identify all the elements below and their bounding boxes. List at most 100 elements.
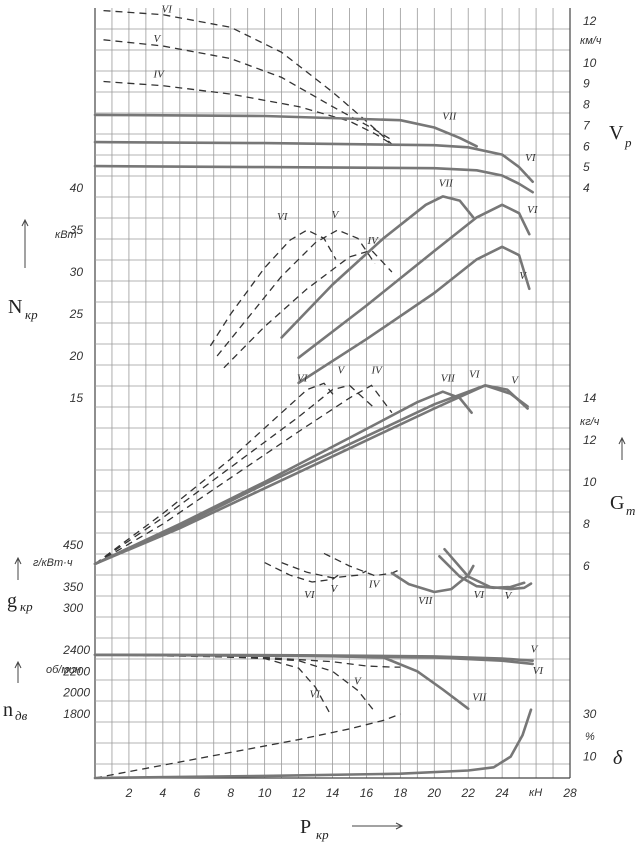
power-axis-title: N (8, 296, 22, 318)
slip-unit: % (585, 731, 595, 743)
tick-labels: 2 4 6 8 10 12 14 16 18 20 22 24 28403530252015450350… (62, 14, 596, 800)
power-tick-label: 40 (70, 181, 84, 195)
fuel_rate-tick-label: 8 (583, 517, 590, 531)
gear-label-vi: VI (310, 688, 322, 700)
slip-title: δ (613, 747, 623, 769)
gear-label-vii: VII (439, 177, 454, 189)
gear-label-vi: VI (304, 589, 316, 601)
fuel-rate-unit: кг/ч (580, 416, 600, 428)
gear-label-iv: IV (367, 235, 380, 247)
gear-label-vii: VII (418, 595, 433, 607)
fuel-rate-title: G (610, 492, 624, 514)
velocity-unit: км/ч (580, 35, 602, 47)
velocity-v-solid-line (93, 164, 534, 194)
x-tick-label: 20 (427, 786, 442, 800)
x-tick-label: 2 (125, 786, 133, 800)
fuel_rate-vi-dashed-line (94, 382, 337, 565)
specific-fuel-title: g (7, 590, 17, 612)
x-tick-label: 28 (562, 786, 577, 800)
power-vi-dashed-line (209, 229, 337, 347)
gear-label-vi: VI (525, 152, 537, 164)
power-tick-label: 20 (69, 349, 84, 363)
gear-label-v: V (331, 583, 339, 595)
fuel_rate-tick-label: 12 (583, 433, 597, 447)
engine_speed-iv-dashed-line (94, 654, 401, 668)
fuel_rate-v-solid-line (93, 384, 529, 566)
power-v-dashed-line (216, 229, 376, 357)
gear-label-iv: IV (152, 69, 165, 81)
x-tick-label: 24 (494, 786, 509, 800)
specific_fuel-v-solid-line (443, 547, 533, 591)
specific_fuel-vii-solid-line (390, 564, 475, 594)
power-unit: кВт (55, 229, 77, 241)
fuel-rate-arrowhead (618, 436, 626, 445)
engine-speed-unit: об/мин (46, 664, 81, 676)
gear-label-v: V (354, 676, 362, 688)
x-tick-label: 12 (292, 786, 306, 800)
velocity-tick-label: 9 (583, 77, 590, 91)
x-tick-label: 10 (258, 786, 272, 800)
x-tick-label: 16 (360, 786, 374, 800)
gear-label-vi: VI (297, 373, 309, 385)
engine_speed-tick-label: 1800 (63, 707, 90, 721)
fuel_rate-v-dashed-line (94, 384, 376, 565)
engine_speed-tick-label: 2400 (62, 643, 90, 657)
specific_fuel-vi-solid-line (438, 555, 526, 590)
engine-speed-arrowhead (14, 660, 22, 669)
gear-label-v: V (337, 364, 345, 376)
fuel-rate-title-sub: т (626, 503, 635, 518)
x-axis-unit: кН (529, 787, 542, 799)
power-tick-label: 35 (70, 223, 84, 237)
fuel_rate-iv-dashed-line (94, 384, 393, 565)
gear-label-vii: VII (442, 110, 457, 122)
specific_fuel-vi-dashed-line (264, 562, 342, 583)
specific_fuel-tick-label: 300 (63, 601, 83, 615)
gear-label-v: V (531, 644, 539, 656)
velocity-tick-label: 10 (583, 56, 597, 70)
gear-label-iv: IV (371, 364, 384, 376)
specific_fuel-tick-label: 350 (63, 580, 83, 594)
power-axis-title-sub: кр (25, 307, 38, 322)
slip-tick-label: 30 (583, 707, 597, 721)
gear-label-vi: VI (161, 4, 173, 16)
x-tick-label: 18 (394, 786, 408, 800)
curves (93, 9, 534, 780)
velocity-tick-label: 12 (583, 14, 597, 28)
power-tick-label: 30 (70, 265, 84, 279)
gear-label-vi: VI (277, 211, 289, 223)
engine-speed-title-sub: дв (15, 708, 28, 723)
specific_fuel-tick-label: 450 (63, 538, 83, 552)
velocity-vi-dashed-line (103, 9, 393, 145)
gear-label-v: V (519, 270, 527, 282)
gear-label-v: V (153, 33, 161, 45)
gear-label-iv: IV (368, 579, 381, 591)
velocity-v-dashed-line (103, 39, 393, 141)
gear-label-v: V (511, 375, 519, 387)
velocity-vi-solid-line (93, 140, 534, 183)
gear-label-v: V (332, 209, 340, 221)
gear-label-vi: VI (469, 368, 481, 380)
x-tick-label: 22 (461, 786, 476, 800)
specific-fuel-unit: г/кВт·ч (33, 557, 73, 569)
x-axis-title: P (300, 816, 311, 838)
specific_fuel-iv-dashed-line (323, 552, 401, 577)
x-tick-label: 4 (160, 786, 167, 800)
velocity-title: V (609, 122, 624, 144)
gear-label-vii: VII (472, 692, 487, 704)
gear-label-vi: VI (474, 589, 486, 601)
x-tick-label: 6 (193, 786, 200, 800)
velocity-tick-label: 4 (583, 181, 590, 195)
power-tick-label: 25 (69, 307, 84, 321)
gear-label-vi: VI (527, 204, 539, 216)
fuel_rate-tick-label: 10 (583, 475, 597, 489)
power-vii-solid-line (280, 195, 475, 339)
engine_speed-tick-label: 2200 (62, 664, 90, 678)
x-axis-arrowhead (395, 822, 404, 830)
engine_speed-tick-label: 2000 (62, 686, 90, 700)
power-vi-solid-line (297, 203, 531, 359)
engine-speed-title: n (3, 699, 13, 721)
engine_speed-v-solid-line (93, 653, 534, 662)
velocity-iv-dashed-line (103, 80, 393, 145)
